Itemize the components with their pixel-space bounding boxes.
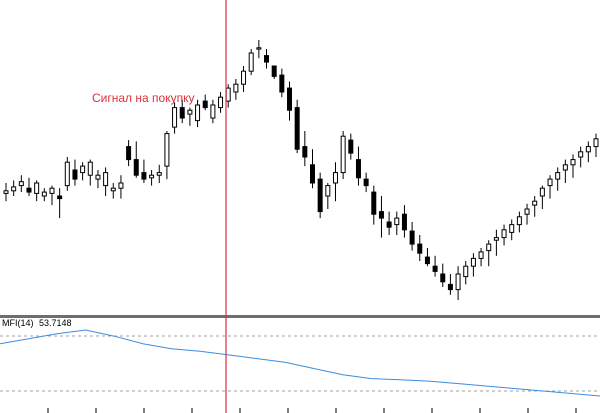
candle-bearish: [440, 273, 446, 283]
candle-bullish: [340, 135, 346, 174]
candle-bullish: [187, 109, 193, 115]
candle-bullish: [578, 151, 584, 158]
candle-bullish: [64, 161, 70, 187]
candle-bullish: [195, 104, 201, 122]
candle-bearish: [202, 100, 208, 109]
candle-bearish: [141, 172, 147, 180]
candle-bullish: [49, 187, 55, 194]
candle-bullish: [95, 174, 101, 180]
candle-bearish: [72, 169, 78, 180]
candle-bullish: [509, 224, 515, 233]
candle-bearish: [447, 283, 453, 291]
candle-bullish: [493, 237, 499, 241]
candle-bullish: [532, 200, 538, 206]
candle-bullish: [110, 187, 116, 192]
candle-bullish: [87, 161, 93, 176]
candle-bullish: [501, 229, 507, 239]
candle-bearish: [355, 159, 361, 179]
candle-bearish: [378, 211, 384, 219]
candle-bullish: [478, 251, 484, 259]
candle-bearish: [271, 65, 277, 77]
candle-bullish: [516, 216, 522, 226]
candle-bullish: [225, 87, 231, 102]
candle-bearish: [409, 230, 415, 245]
candle-bearish: [179, 107, 185, 119]
mfi-label: MFI(14) 53.7148: [2, 318, 72, 328]
candle-bullish: [164, 133, 170, 167]
candle-bullish: [172, 107, 178, 128]
candle-bullish: [218, 96, 224, 109]
candle-bearish: [26, 187, 32, 193]
candle-bullish: [547, 178, 553, 187]
candle-bullish: [210, 104, 216, 119]
candle-bearish: [57, 195, 63, 200]
pane-separator[interactable]: [0, 315, 600, 318]
candle-bearish: [264, 55, 270, 63]
candle-bearish: [302, 146, 308, 158]
candle-bullish: [562, 164, 568, 171]
candle-bearish: [432, 265, 438, 272]
candle-bullish: [325, 185, 331, 197]
candle-bullish: [256, 47, 262, 50]
candle-bullish: [486, 243, 492, 252]
candle-bearish: [348, 139, 354, 154]
mfi-value: 53.7148: [39, 318, 72, 328]
candle-bullish: [80, 165, 86, 174]
candle-bullish: [524, 208, 530, 215]
candle-bullish: [539, 187, 545, 197]
candle-bearish: [317, 178, 323, 213]
candle-bearish: [424, 256, 430, 265]
candle-bullish: [118, 182, 124, 189]
candle-bullish: [11, 186, 17, 192]
candle-bullish: [18, 181, 24, 187]
candle-bullish: [332, 172, 338, 184]
candle-bullish: [394, 217, 400, 226]
candle-bearish: [386, 221, 392, 228]
candle-bearish: [363, 178, 369, 187]
candle-bullish: [103, 172, 109, 187]
candle-bearish: [287, 87, 293, 111]
candle-bullish: [585, 146, 591, 153]
candle-bullish: [34, 182, 40, 194]
candle-bearish: [401, 213, 407, 231]
candle-bearish: [309, 164, 315, 184]
candle-bullish: [156, 172, 162, 176]
candle-bearish: [279, 74, 285, 93]
candle-bearish: [294, 107, 300, 150]
mfi-name: MFI(14): [2, 318, 34, 328]
candle-bearish: [371, 191, 377, 215]
candle-bullish: [241, 70, 247, 85]
candle-bullish: [593, 138, 599, 148]
mfi-line: [0, 329, 600, 397]
time-axis: [47, 408, 577, 413]
candle-bullish: [570, 159, 576, 166]
candle-bullish: [455, 273, 461, 291]
candle-bullish: [41, 191, 47, 197]
candle-bullish: [149, 174, 155, 179]
candle-bullish: [555, 172, 561, 180]
candle-bearish: [417, 243, 423, 254]
candle-bullish: [470, 257, 476, 267]
signal-label: Сигнал на покупку: [92, 91, 194, 105]
candle-bullish: [3, 190, 9, 194]
candle-bullish: [248, 52, 254, 72]
candle-bullish: [233, 83, 239, 93]
candle-bearish: [133, 159, 139, 176]
candle-bearish: [126, 146, 132, 161]
candle-bullish: [463, 265, 469, 278]
candlestick-series: [3, 40, 599, 300]
